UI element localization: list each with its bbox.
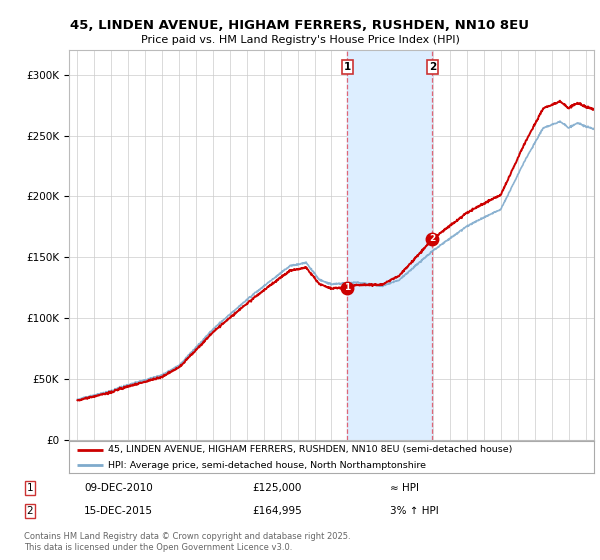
Text: 2: 2 xyxy=(430,235,436,244)
Text: 1: 1 xyxy=(26,483,34,493)
Text: 09-DEC-2010: 09-DEC-2010 xyxy=(84,483,153,493)
Text: £164,995: £164,995 xyxy=(252,506,302,516)
Text: Price paid vs. HM Land Registry's House Price Index (HPI): Price paid vs. HM Land Registry's House … xyxy=(140,35,460,45)
Text: Contains HM Land Registry data © Crown copyright and database right 2025.
This d: Contains HM Land Registry data © Crown c… xyxy=(24,531,350,553)
Text: £125,000: £125,000 xyxy=(252,483,301,493)
Text: 2: 2 xyxy=(26,506,34,516)
Text: 45, LINDEN AVENUE, HIGHAM FERRERS, RUSHDEN, NN10 8EU (semi-detached house): 45, LINDEN AVENUE, HIGHAM FERRERS, RUSHD… xyxy=(109,445,513,454)
Text: 3% ↑ HPI: 3% ↑ HPI xyxy=(390,506,439,516)
Text: HPI: Average price, semi-detached house, North Northamptonshire: HPI: Average price, semi-detached house,… xyxy=(109,460,427,470)
Text: 45, LINDEN AVENUE, HIGHAM FERRERS, RUSHDEN, NN10 8EU: 45, LINDEN AVENUE, HIGHAM FERRERS, RUSHD… xyxy=(71,18,530,32)
Text: 2: 2 xyxy=(429,62,436,72)
Text: 1: 1 xyxy=(344,62,351,72)
Text: ≈ HPI: ≈ HPI xyxy=(390,483,419,493)
Text: 15-DEC-2015: 15-DEC-2015 xyxy=(84,506,153,516)
Bar xyxy=(347,50,433,440)
Text: 1: 1 xyxy=(344,283,350,292)
